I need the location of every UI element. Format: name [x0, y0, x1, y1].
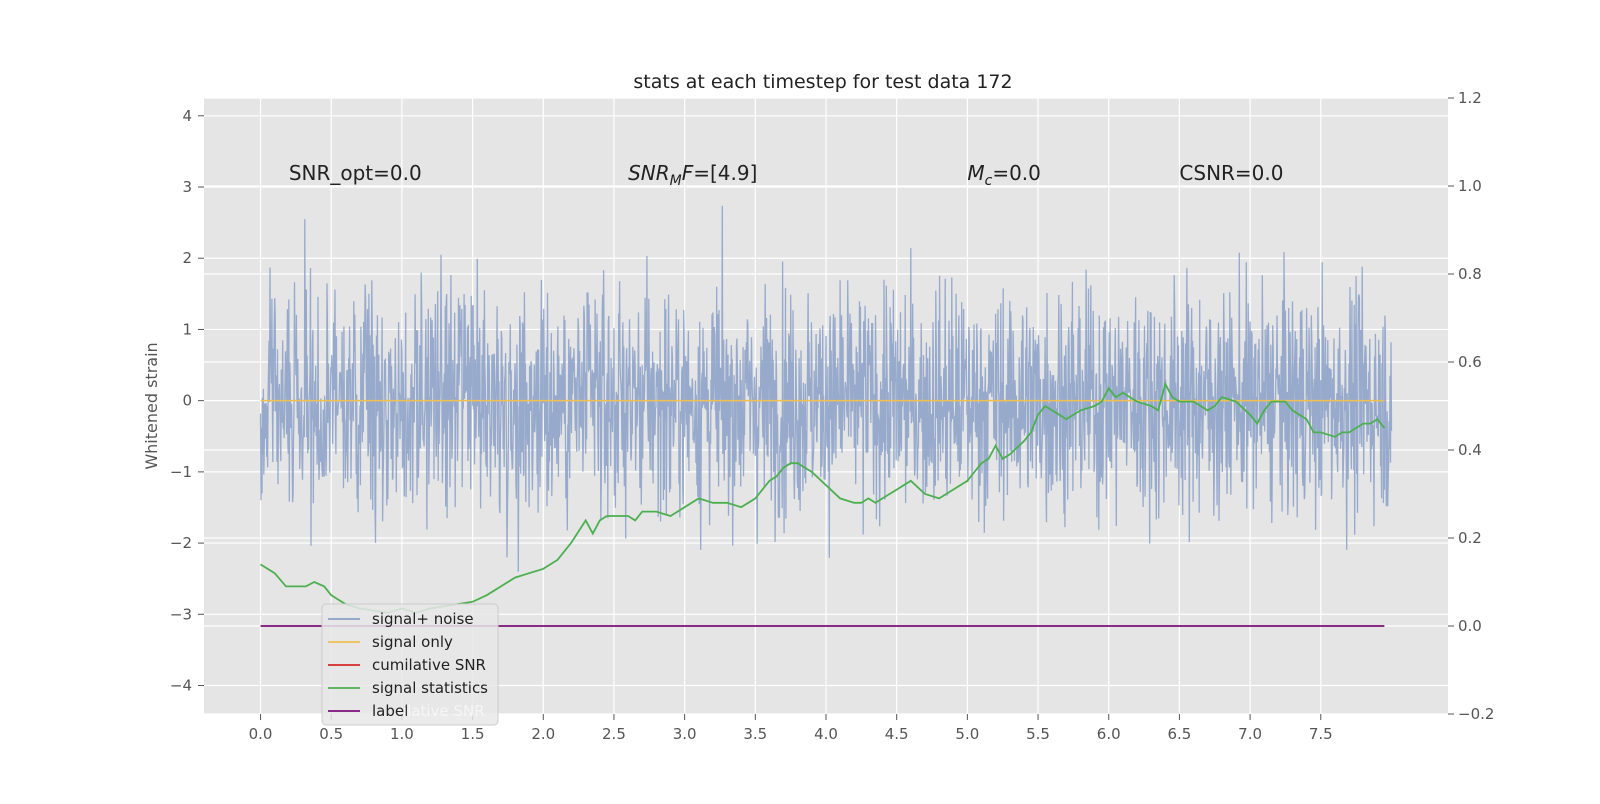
signal-statistics-line: [260, 381, 1386, 614]
annotations: SNR_opt=0.0 SNRMF=[4.9] Mc=0.0 CSNR=0.0: [289, 161, 1284, 189]
legend-overlay-text: ilative SNR: [403, 702, 485, 720]
legend-label: signal+ noise: [372, 610, 474, 628]
y-tick-label: 3: [182, 178, 192, 196]
signal-noise-line: [259, 205, 1393, 572]
legend-label: cumilative SNR: [372, 656, 486, 674]
x-tick-label: 3.0: [673, 725, 697, 743]
y-axis-label: Whitened strain: [142, 342, 161, 469]
annotation-snr-opt: SNR_opt=0.0: [289, 161, 422, 185]
annotation-snr-mf-base: SNR: [628, 161, 670, 185]
y-tick-label: 0: [182, 392, 192, 410]
annotation-csnr: CSNR=0.0: [1179, 161, 1283, 185]
axes: 0.0 0.5 1.0 1.5 2.0 2.5 3.0 3.5 4.0 4.5 5.0 5.5 6.0 6…: [170, 89, 1495, 743]
x-tick-label: 4.0: [814, 725, 838, 743]
x-tick-label: 2.0: [531, 725, 555, 743]
y2-tick-label: 0.6: [1458, 353, 1482, 371]
legend: signal+ noise signal only cumilative SNR si…: [321, 603, 499, 726]
y-tick-label: −2: [170, 534, 192, 552]
annotation-mc-sub: c: [985, 173, 993, 189]
x-tick-label: 1.5: [461, 725, 485, 743]
y-tick-label: 1: [182, 320, 192, 338]
y2-tick-label: 0.4: [1458, 441, 1482, 459]
y-tick-label: 4: [182, 107, 192, 125]
x-tick-label: 6.5: [1167, 725, 1191, 743]
legend-label: signal only: [372, 633, 453, 651]
signal-noise-series: [259, 205, 1393, 572]
x-tick-label: 3.5: [743, 725, 767, 743]
x-tick-label: 1.0: [390, 725, 414, 743]
y-tick-label: −1: [170, 463, 192, 481]
legend-box: [321, 603, 499, 726]
y-tick-label: −3: [170, 605, 192, 623]
y-tick-label: 2: [182, 249, 192, 267]
chart-title: stats at each timestep for test data 172: [633, 71, 1012, 93]
x-tick-label: 0.5: [319, 725, 343, 743]
annotation-snr-mf-value: =[4.9]: [693, 161, 757, 185]
y2-tick-label: 1.2: [1458, 89, 1482, 107]
annotation-snr-mf: SNRMF=[4.9]: [628, 161, 757, 189]
x-tick-label: 7.5: [1309, 725, 1333, 743]
annotation-mc-value: =0.0: [992, 161, 1041, 185]
annotation-snr-mf-f: F: [682, 161, 694, 185]
y2-tick-label: −0.2: [1458, 705, 1494, 723]
annotation-snr-mf-sub: M: [670, 173, 682, 189]
annotation-mc-base: M: [967, 161, 984, 185]
x-tick-label: 5.5: [1026, 725, 1050, 743]
y-tick-label: −4: [170, 677, 192, 695]
x-tick-label: 0.0: [249, 725, 273, 743]
annotation-mc: Mc=0.0: [967, 161, 1041, 189]
x-tick-label: 6.0: [1097, 725, 1121, 743]
x-tick-label: 4.5: [885, 725, 909, 743]
y2-tick-label: 1.0: [1458, 177, 1482, 195]
legend-label: signal statistics: [372, 679, 488, 697]
x-tick-label: 2.5: [602, 725, 626, 743]
y2-tick-label: 0.8: [1458, 265, 1482, 283]
y2-tick-label: 0.2: [1458, 529, 1482, 547]
legend-label: label: [372, 702, 408, 720]
x-tick-label: 7.0: [1238, 725, 1262, 743]
y2-tick-label: 0.0: [1458, 617, 1482, 635]
x-tick-label: 5.0: [955, 725, 979, 743]
